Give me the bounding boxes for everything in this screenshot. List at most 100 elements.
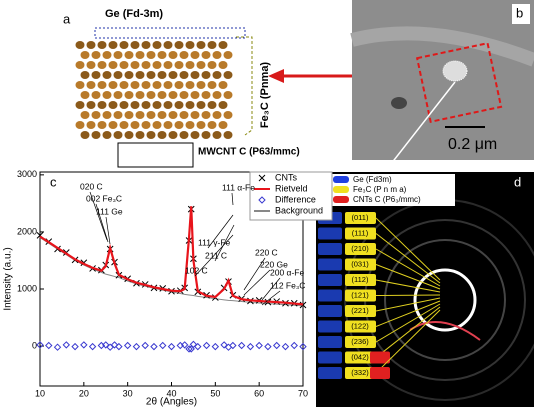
data-point <box>159 341 167 350</box>
ge-label: Ge (Fd-3m) <box>105 8 163 20</box>
data-point <box>45 341 53 350</box>
data-point <box>290 341 298 350</box>
y-tick-label: 2000 <box>17 226 37 236</box>
legend-box <box>330 174 455 206</box>
atom <box>152 41 162 49</box>
y-tick-label: 3000 <box>17 169 37 179</box>
atom <box>196 101 206 109</box>
data-point <box>211 342 220 351</box>
crystal-structure <box>75 41 233 139</box>
atom <box>130 121 140 129</box>
ge-cell <box>94 27 246 39</box>
particle <box>391 97 407 109</box>
data-point <box>187 345 195 353</box>
atom <box>185 101 195 109</box>
ring-pointer <box>375 309 441 374</box>
atom <box>196 81 206 89</box>
atom <box>185 81 195 89</box>
scale-label: 0.2 μm <box>448 136 497 153</box>
blue-box <box>318 258 342 271</box>
peak-annotation: 112 Fe₃C <box>270 280 305 290</box>
data-point <box>71 342 79 351</box>
atom <box>196 61 206 69</box>
x-tick-label: 30 <box>123 388 133 398</box>
fe3c-label: Fe₃C (Pnma) <box>259 62 271 129</box>
atom <box>196 121 206 129</box>
atom <box>201 51 211 59</box>
atom <box>218 41 228 49</box>
atom <box>141 121 151 129</box>
y-tick-label: 0 <box>32 340 37 350</box>
data-point <box>88 342 97 351</box>
atom <box>146 51 156 59</box>
blue-box <box>318 320 342 333</box>
ring-label: (221) <box>351 306 369 315</box>
blue-box <box>318 336 342 348</box>
atom <box>86 121 96 129</box>
data-point <box>132 342 141 351</box>
atom <box>163 81 173 89</box>
yellow-box <box>345 351 376 364</box>
atom <box>179 71 189 79</box>
tem-image <box>352 0 534 160</box>
atom <box>75 101 85 109</box>
atom <box>91 71 101 79</box>
annotation-arrow <box>105 216 111 245</box>
atom <box>91 111 101 119</box>
atom <box>119 101 129 109</box>
atom <box>86 41 96 49</box>
legend-swatch <box>258 174 266 182</box>
atom <box>190 51 200 59</box>
red-box <box>370 351 390 364</box>
atom <box>75 121 85 129</box>
atom <box>179 51 189 59</box>
atom <box>157 71 167 79</box>
atom <box>80 91 90 99</box>
atom <box>157 51 167 59</box>
annotation-arrow <box>89 191 108 241</box>
data-point <box>272 341 281 350</box>
atom <box>108 101 118 109</box>
red-box <box>370 367 390 379</box>
atom <box>135 111 145 119</box>
atom <box>113 111 123 119</box>
data-point <box>229 341 237 350</box>
atom <box>185 41 195 49</box>
panel-label: b <box>516 5 523 20</box>
atom <box>130 61 140 69</box>
panel-label: c <box>50 174 57 189</box>
data-point <box>53 343 62 351</box>
yellow-box <box>345 227 376 240</box>
ring-pointer <box>375 233 441 284</box>
legend-swatch <box>258 196 266 204</box>
x-tick-label: 70 <box>298 388 308 398</box>
atom <box>223 71 233 79</box>
atom <box>102 111 112 119</box>
atom <box>124 111 134 119</box>
tem-texture <box>350 26 534 67</box>
particle <box>442 60 468 82</box>
annotation-arrow <box>243 257 266 291</box>
pointer <box>379 81 456 179</box>
yellow-box <box>345 258 376 271</box>
ring <box>413 268 477 332</box>
atom <box>97 121 107 129</box>
peak-annotation: 220 Ge <box>260 259 288 269</box>
data-point <box>264 342 272 351</box>
atom <box>223 111 233 119</box>
atom <box>135 131 145 139</box>
atom <box>97 101 107 109</box>
blue-box <box>318 227 342 240</box>
atom <box>146 71 156 79</box>
atom <box>146 131 156 139</box>
atom <box>75 41 85 49</box>
atom <box>207 101 217 109</box>
ring-label: (111) <box>352 228 369 237</box>
atom <box>179 111 189 119</box>
ring-pointer <box>375 279 441 293</box>
legend-label: CNTs <box>275 172 297 182</box>
selection-box <box>415 42 503 123</box>
atom <box>179 91 189 99</box>
arrow-head <box>268 69 284 83</box>
atom <box>86 101 96 109</box>
